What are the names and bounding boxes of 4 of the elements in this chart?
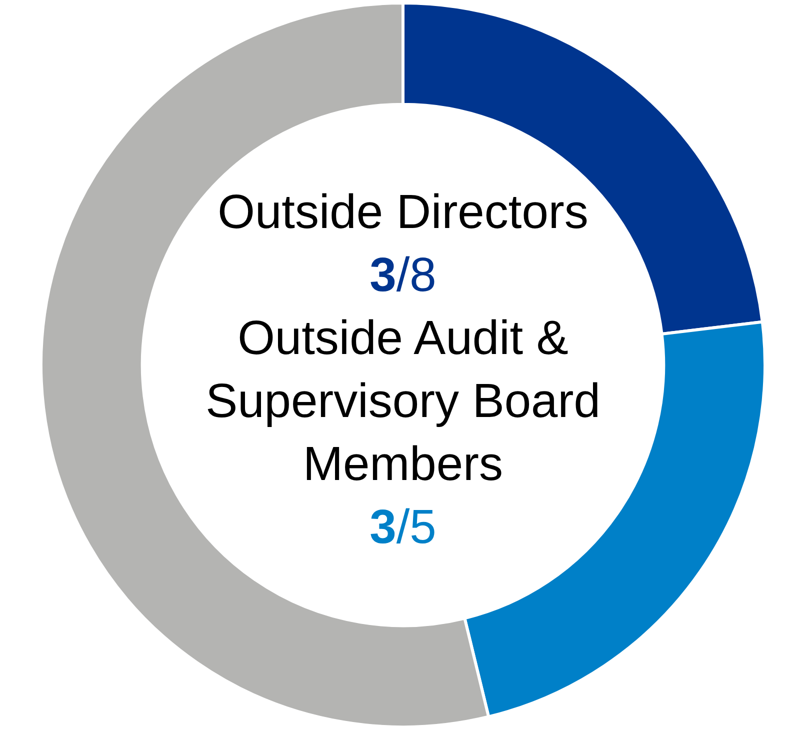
text: 3/5 [370, 501, 436, 554]
text: 3/8 [370, 249, 436, 302]
text: Outside Audit & Supervisory Board Members [204, 311, 602, 493]
text: Outside Directors [216, 185, 590, 241]
